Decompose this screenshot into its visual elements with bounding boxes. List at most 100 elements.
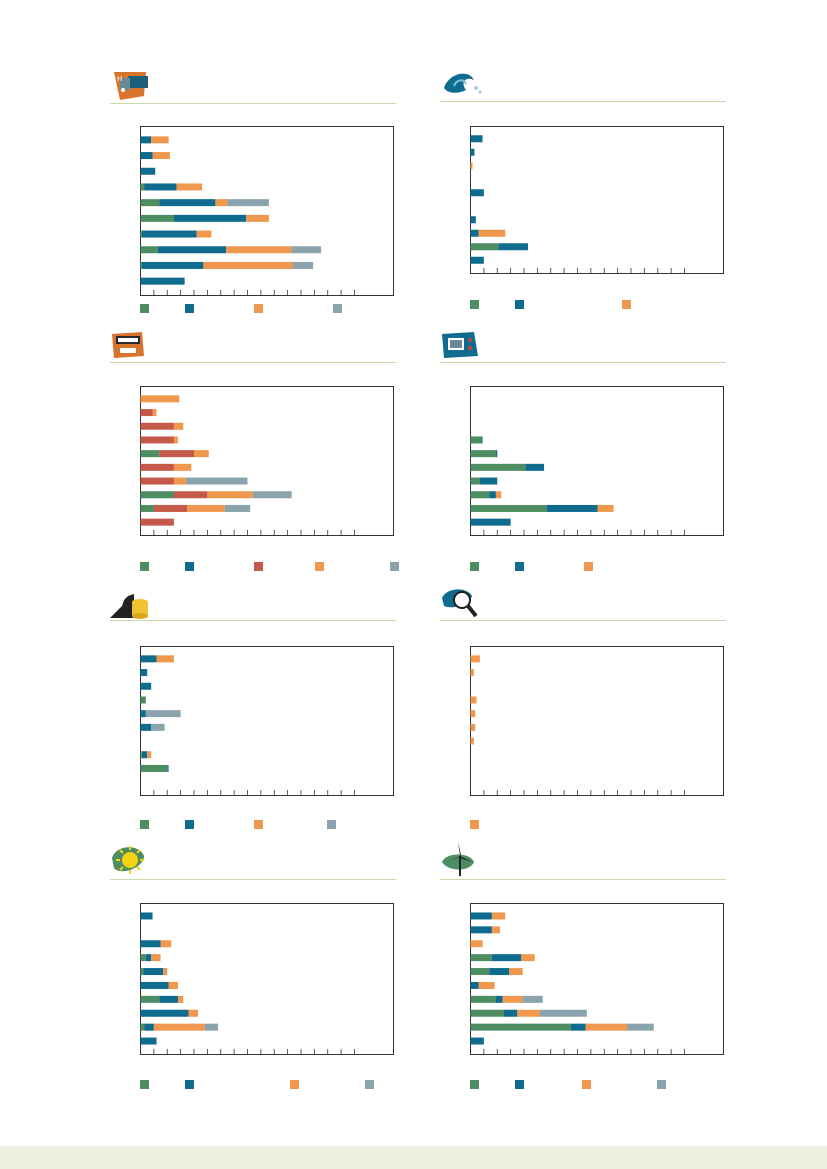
sun-solar-icon	[110, 842, 154, 878]
legend-swatch-blue	[185, 820, 194, 829]
bar-red	[173, 491, 208, 499]
chart-plot-7	[140, 903, 394, 1055]
bar-grey	[292, 261, 314, 269]
svg-text:H: H	[117, 75, 122, 83]
bar-grey	[522, 995, 543, 1003]
legend-swatch-grey	[327, 820, 336, 829]
plot-frame	[470, 903, 724, 1055]
legend-swatch-orange	[315, 562, 324, 571]
bar-green	[140, 954, 146, 962]
chart-legend-7	[140, 1080, 414, 1089]
bar-blue	[503, 1009, 518, 1017]
bar-blue	[157, 246, 227, 254]
plot-frame	[470, 386, 724, 536]
bar-blue	[144, 183, 177, 191]
bar-blue	[140, 136, 152, 144]
page-footer-band	[0, 1146, 827, 1169]
bar-orange	[194, 450, 209, 458]
legend-swatch-orange	[254, 820, 263, 829]
bar-green	[470, 436, 482, 444]
bar-blue	[546, 504, 598, 512]
bar-blue	[144, 1023, 154, 1031]
bar-blue	[489, 491, 496, 499]
bar-orange	[246, 214, 269, 222]
bar-orange	[517, 1009, 541, 1017]
chart-panel-7	[110, 842, 396, 1102]
bar-blue	[498, 243, 529, 251]
bar-blue	[495, 995, 503, 1003]
bar-orange	[215, 199, 228, 207]
legend-swatch-blue	[515, 562, 524, 571]
bar-blue	[140, 655, 157, 663]
bar-blue	[570, 1023, 586, 1031]
bar-red	[159, 450, 194, 458]
bar-orange	[470, 655, 480, 663]
legend-swatch-orange	[254, 304, 263, 313]
bar-green	[140, 696, 146, 704]
bar-green	[140, 968, 144, 976]
chart-plot-6	[470, 646, 724, 796]
bar-blue	[495, 450, 498, 458]
legend-swatch-orange	[290, 1080, 299, 1089]
bar-red	[153, 504, 188, 512]
bar-orange	[140, 395, 180, 403]
bar-orange	[478, 229, 506, 237]
plot-frame	[470, 126, 724, 274]
bar-blue	[173, 214, 247, 222]
bar-orange	[509, 968, 523, 976]
chart-legend-6	[470, 820, 519, 829]
bar-grey	[145, 710, 181, 718]
bar-orange	[173, 436, 178, 444]
bar-orange	[151, 954, 161, 962]
bar-blue	[140, 723, 152, 731]
bar-blue	[140, 710, 146, 718]
bar-green	[140, 764, 168, 772]
bar-blue	[140, 1037, 157, 1045]
bar-blue	[140, 1009, 189, 1017]
chart-plot-3	[140, 386, 394, 536]
bar-green	[140, 450, 160, 458]
bar-blue	[141, 261, 204, 269]
wind-turbine-icon	[440, 842, 484, 878]
legend-swatch-orange	[584, 562, 593, 571]
bar-orange	[491, 926, 500, 934]
bar-orange	[168, 981, 178, 989]
legend-swatch-green	[140, 1080, 149, 1089]
bar-red	[140, 463, 174, 471]
bar-blue	[140, 669, 148, 677]
bar-orange	[470, 669, 474, 677]
plot-frame	[140, 646, 394, 796]
bar-orange	[226, 246, 292, 254]
bar-grey	[151, 723, 165, 731]
bar-green	[470, 995, 496, 1003]
bar-blue	[145, 954, 152, 962]
legend-swatch-grey	[365, 1080, 374, 1089]
chart-legend-4	[470, 562, 633, 571]
bar-grey	[252, 491, 292, 499]
legend-swatch-blue	[515, 1080, 524, 1089]
bar-orange	[152, 152, 170, 160]
legend-swatch-green	[470, 1080, 479, 1089]
bar-green	[140, 246, 158, 254]
bar-grey	[204, 1023, 219, 1031]
bar-blue	[481, 436, 483, 444]
bar-orange	[147, 751, 152, 759]
bar-orange	[495, 491, 502, 499]
legend-swatch-orange	[582, 1080, 591, 1089]
bar-orange	[188, 1009, 199, 1017]
bar-red	[140, 409, 153, 417]
bar-blue	[470, 256, 484, 264]
bar-blue	[140, 981, 169, 989]
legend-swatch-orange	[470, 820, 479, 829]
bar-orange	[151, 136, 169, 144]
bar-blue	[141, 230, 197, 238]
bar-blue	[470, 926, 492, 934]
bar-green	[470, 1023, 571, 1031]
bar-orange	[160, 940, 172, 948]
bar-blue	[159, 995, 178, 1003]
bar-orange	[470, 696, 477, 704]
bar-blue	[470, 518, 511, 526]
legend-swatch-grey	[333, 304, 342, 313]
chart-legend-1	[140, 304, 382, 313]
bar-orange	[196, 230, 212, 238]
